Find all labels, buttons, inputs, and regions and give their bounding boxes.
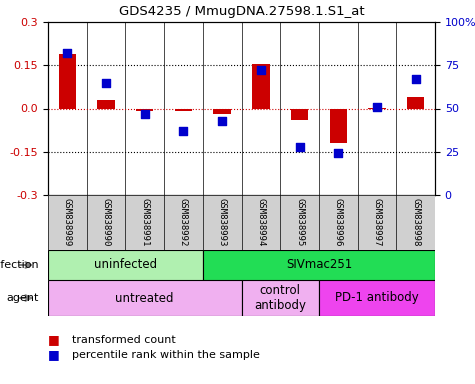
Text: GSM838995: GSM838995 [295, 198, 304, 247]
Point [141, 111, 149, 117]
Bar [291, 109, 308, 120]
Bar [48, 195, 87, 250]
Text: GSM838989: GSM838989 [63, 198, 72, 247]
Bar [175, 109, 192, 111]
Bar [358, 195, 396, 250]
Bar [136, 109, 153, 111]
Bar [58, 54, 76, 109]
Text: percentile rank within the sample: percentile rank within the sample [72, 350, 260, 360]
Text: agent: agent [6, 293, 38, 303]
Text: GSM838996: GSM838996 [334, 198, 343, 247]
Text: transformed count: transformed count [72, 335, 175, 345]
Text: uninfected: uninfected [94, 258, 157, 271]
Bar [97, 100, 115, 109]
Text: control
antibody: control antibody [254, 284, 306, 312]
Text: GSM838994: GSM838994 [256, 198, 266, 247]
Bar [330, 109, 347, 143]
Text: ■: ■ [48, 349, 60, 361]
Bar [280, 195, 319, 250]
Bar [203, 250, 435, 280]
Bar [213, 109, 231, 114]
Point [102, 79, 110, 86]
Bar [203, 195, 241, 250]
Bar [396, 195, 435, 250]
Bar [368, 108, 386, 109]
Bar [164, 195, 203, 250]
Point [296, 144, 304, 150]
Title: GDS4235 / MmugDNA.27598.1.S1_at: GDS4235 / MmugDNA.27598.1.S1_at [119, 5, 364, 18]
Point [218, 118, 226, 124]
Bar [48, 280, 241, 316]
Bar [241, 195, 280, 250]
Text: infection: infection [0, 260, 38, 270]
Bar [407, 97, 424, 109]
Text: GSM838997: GSM838997 [372, 198, 381, 247]
Text: GSM838992: GSM838992 [179, 198, 188, 247]
Bar [319, 280, 435, 316]
Bar [125, 195, 164, 250]
Text: PD-1 antibody: PD-1 antibody [335, 291, 419, 305]
Bar [319, 195, 358, 250]
Text: SIVmac251: SIVmac251 [286, 258, 352, 271]
Text: GSM838993: GSM838993 [218, 198, 227, 247]
Text: GSM838990: GSM838990 [102, 198, 111, 247]
Bar [252, 64, 269, 109]
Point [257, 67, 265, 73]
Point [373, 104, 381, 110]
Text: untreated: untreated [115, 291, 174, 305]
Point [180, 128, 187, 134]
Point [334, 151, 342, 157]
Text: GSM838998: GSM838998 [411, 198, 420, 247]
Point [64, 50, 71, 56]
Point [412, 76, 419, 82]
Bar [87, 195, 125, 250]
Bar [241, 280, 319, 316]
Text: ■: ■ [48, 333, 60, 346]
Bar [48, 250, 203, 280]
Text: GSM838991: GSM838991 [140, 198, 149, 247]
